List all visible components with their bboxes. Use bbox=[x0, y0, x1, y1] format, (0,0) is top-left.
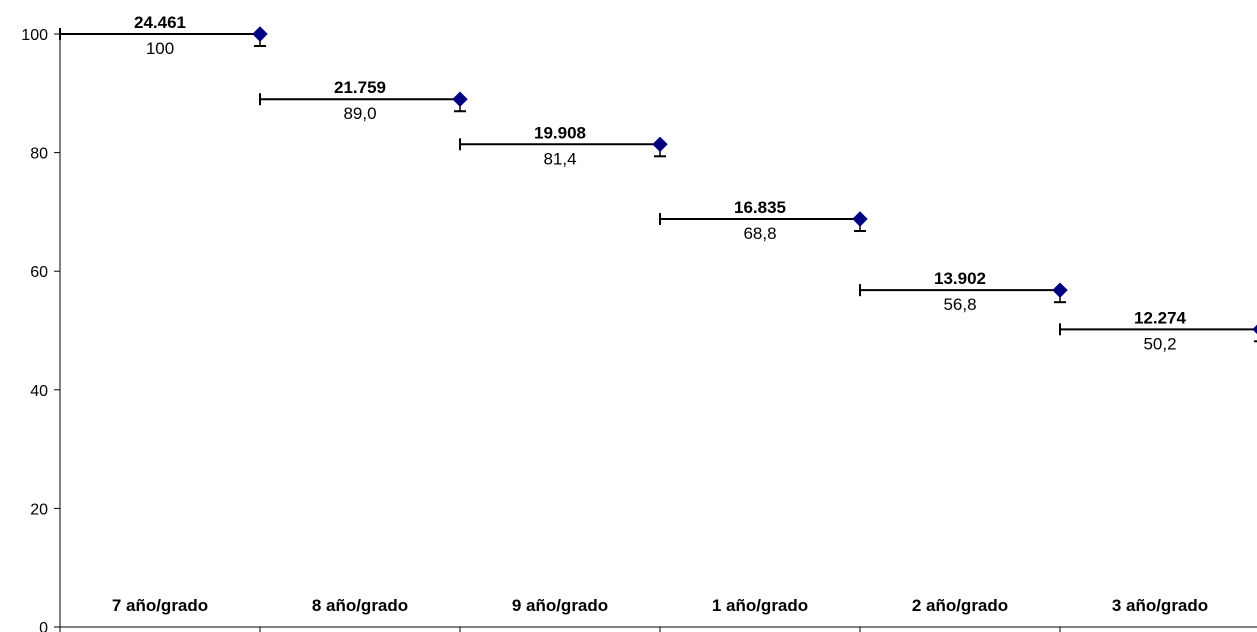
y-tick-labels: 0 20 40 60 80 100 bbox=[21, 27, 48, 632]
category-label: 3 año/grado bbox=[1112, 596, 1208, 615]
value-label: 68,8 bbox=[743, 224, 776, 243]
value-label: 50,2 bbox=[1143, 334, 1176, 353]
category-labels: 7 año/grado 8 año/grado 9 año/grado 1 año/g… bbox=[112, 596, 1208, 615]
count-label: 21.759 bbox=[334, 78, 386, 97]
count-label: 24.461 bbox=[134, 13, 186, 32]
y-tick-label: 40 bbox=[30, 383, 48, 400]
y-tick-label: 20 bbox=[30, 501, 48, 518]
data-point-diamond bbox=[1252, 324, 1257, 335]
data-point-diamond bbox=[1052, 282, 1068, 298]
y-tick-label: 0 bbox=[39, 620, 48, 632]
count-label: 12.274 bbox=[1134, 308, 1187, 327]
category-label: 8 año/grado bbox=[312, 596, 408, 615]
category-label: 2 año/grado bbox=[912, 596, 1008, 615]
axes bbox=[54, 33, 1257, 632]
value-label: 81,4 bbox=[543, 149, 576, 168]
value-label: 100 bbox=[146, 39, 174, 58]
y-tick-label: 60 bbox=[30, 264, 48, 281]
category-label: 1 año/grado bbox=[712, 596, 808, 615]
data-point-diamond bbox=[852, 211, 868, 227]
count-label: 16.835 bbox=[734, 198, 786, 217]
data-point-diamond bbox=[252, 26, 268, 42]
count-label: 13.902 bbox=[934, 269, 986, 288]
data-point-diamond bbox=[452, 91, 468, 107]
category-label: 9 año/grado bbox=[512, 596, 608, 615]
count-label: 19.908 bbox=[534, 123, 586, 142]
y-tick-label: 100 bbox=[21, 27, 48, 44]
category-label: 7 año/grado bbox=[112, 596, 208, 615]
value-label: 56,8 bbox=[943, 295, 976, 314]
data-point-diamond bbox=[652, 136, 668, 153]
chart-marks: 24.461 100 21.759 89,0 19.908 81,4 16.835 68,8 1… bbox=[59, 13, 1257, 353]
y-tick-label: 80 bbox=[30, 146, 48, 163]
value-label: 89,0 bbox=[343, 104, 376, 123]
